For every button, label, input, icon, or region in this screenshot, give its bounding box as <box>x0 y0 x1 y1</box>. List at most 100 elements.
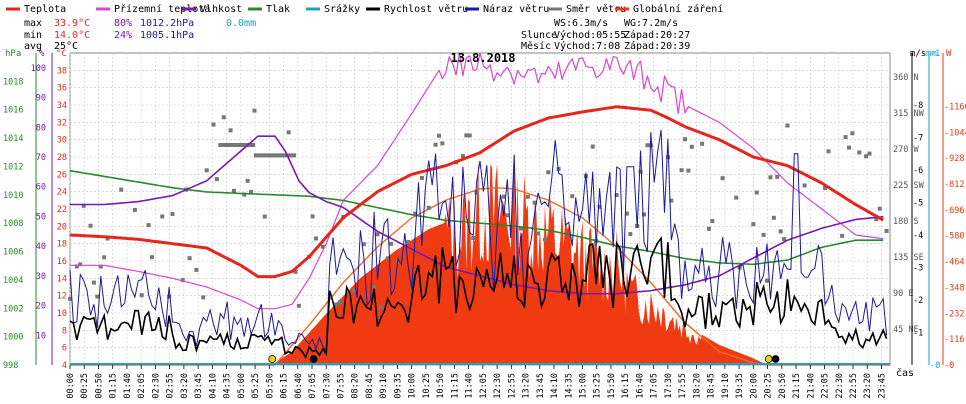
wind-direction-point <box>700 141 705 146</box>
unit-w: W <box>946 49 952 59</box>
wind-direction-point <box>720 176 725 181</box>
x-tick-label: 23:45 <box>877 373 887 399</box>
wind-direction-point <box>850 131 855 136</box>
wind-speed-line <box>69 236 888 360</box>
x-tick-label: 22:05 <box>821 373 831 399</box>
legend-label: Směr větru <box>566 3 626 15</box>
x-tick-label: 09:10 <box>379 373 389 399</box>
wind-direction-point <box>286 130 291 135</box>
y-tick-direction: 270 W <box>893 145 919 155</box>
wind-direction-point <box>314 236 318 241</box>
y-tick-mm: -1 <box>930 49 940 59</box>
wind-direction-point <box>253 153 258 158</box>
wind-direction-point <box>706 226 711 231</box>
wind-direction-point <box>242 143 247 147</box>
unit-hpa: hPa <box>5 49 21 59</box>
x-tick-label: 13:45 <box>536 373 546 399</box>
x-tick-label: 19:10 <box>721 373 731 399</box>
wind-direction-point <box>119 187 124 192</box>
sun-rise: Východ:05:55 <box>554 29 626 41</box>
stat-min-label: min <box>24 30 42 41</box>
y-tick-w: -464 <box>944 258 964 268</box>
wind-direction-point <box>88 223 93 228</box>
y-tick-pct: 90 <box>36 94 46 104</box>
wind-direction-point <box>734 195 739 200</box>
y-tick-ms: -1 <box>913 329 923 339</box>
wind-direction-point <box>229 143 234 147</box>
legend-label: Vlhkost <box>200 4 242 15</box>
y-tick-temp: 24 <box>57 188 67 198</box>
y-tick-ms: -8 <box>913 101 923 111</box>
stat-max-press: 1012.2hPa <box>140 18 194 29</box>
y-tick-temp: 10 <box>57 309 67 319</box>
wind-direction-point <box>234 143 239 147</box>
x-tick-label: 17:05 <box>650 373 660 399</box>
y-tick-hpa: 1008 <box>3 219 23 229</box>
stat-avg-label: avg <box>24 41 42 52</box>
info-panel: max 33.9°C 80% 1012.2hPa 0.0mm min 14.0°… <box>5 18 952 379</box>
y-tick-hpa: 1018 <box>3 77 23 87</box>
wind-direction-series <box>68 108 889 310</box>
wind-direction-point <box>802 183 807 188</box>
wind-direction-point <box>406 240 411 245</box>
wind-direction-point <box>785 123 790 128</box>
wind-direction-point <box>840 233 845 238</box>
y-tick-w: -696 <box>944 206 964 216</box>
wind-direction-point <box>689 144 694 149</box>
wind-direction-point <box>211 122 216 127</box>
ground-temperature-line <box>70 52 884 310</box>
wind-direction-point <box>867 151 872 156</box>
x-tick-label: 14:35 <box>564 373 574 399</box>
x-tick-label: 00:00 <box>66 373 76 399</box>
y-tick-hpa: 1010 <box>3 191 23 201</box>
x-tick-label: 11:40 <box>465 373 475 399</box>
x-tick-label: 23:20 <box>863 373 873 399</box>
wind-direction-point <box>464 133 469 138</box>
wind-direction-point <box>242 192 247 197</box>
x-tick-label: 10:00 <box>408 373 418 399</box>
wind-direction-point <box>237 143 242 147</box>
wind-direction-point <box>252 108 257 113</box>
y-tick-temp: 34 <box>57 101 67 111</box>
wind-direction-point <box>570 194 575 199</box>
wind-direction-point <box>638 169 643 174</box>
x-tick-label: 21:40 <box>806 373 816 399</box>
wind-direction-point <box>754 190 759 195</box>
x-tick-label: 14:10 <box>550 373 560 399</box>
radiation-max-curve <box>70 187 890 366</box>
wind-direction-point <box>546 170 551 175</box>
wind-direction-point <box>226 143 231 147</box>
x-tick-label: 17:55 <box>678 373 688 399</box>
y-tick-w: -0 <box>944 361 954 371</box>
wind-direction-point <box>542 237 547 242</box>
y-tick-w: -580 <box>944 232 964 242</box>
x-tick-label: 22:55 <box>849 373 859 399</box>
x-tick-label: 16:40 <box>635 373 645 399</box>
wind-direction-point <box>645 143 650 148</box>
x-tick-label: 05:50 <box>265 373 275 399</box>
wind-direction-point <box>228 128 233 133</box>
x-tick-label: 02:55 <box>166 373 176 399</box>
unit-temp: °C <box>56 49 67 59</box>
wind-direction-point <box>286 153 291 158</box>
wind-direction-point <box>775 174 780 179</box>
y-tick-pct: 50 <box>36 212 46 222</box>
x-tick-label: 18:45 <box>707 373 717 399</box>
wind-direction-point <box>283 153 288 158</box>
wind-direction-point <box>440 141 445 146</box>
stat-min-press: 1005.1hPa <box>140 30 194 41</box>
wind-direction-point <box>525 194 530 199</box>
wind-direction-point <box>361 242 366 247</box>
wind-direction-point <box>761 232 766 237</box>
wind-direction-point <box>419 175 424 180</box>
legend-label: Teplota <box>24 4 66 15</box>
time-axis-label: čas <box>896 367 914 379</box>
wind-direction-point <box>262 214 267 219</box>
wind-direction-point <box>471 235 476 240</box>
wind-direction-point <box>223 143 228 147</box>
sunset-marker <box>764 355 773 363</box>
x-tick-label: 07:05 <box>308 373 318 399</box>
wind-direction-point <box>232 188 236 193</box>
stat-max-hum: 80% <box>114 18 132 29</box>
